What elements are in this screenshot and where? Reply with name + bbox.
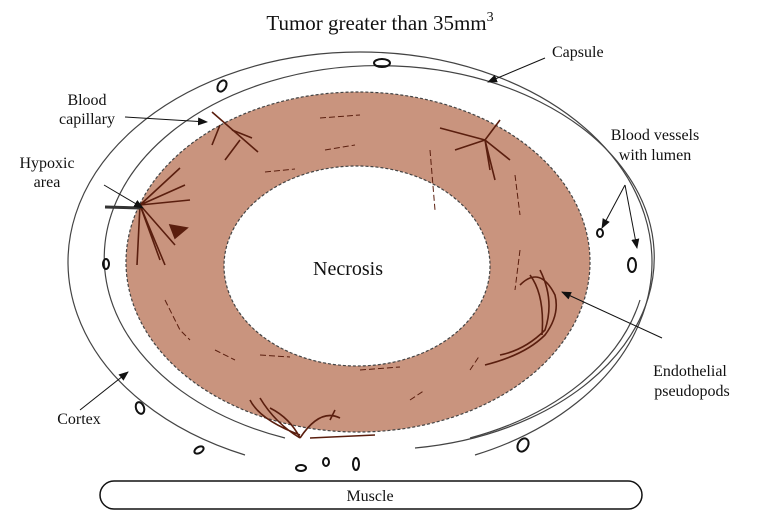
faint-capillaries [164, 114, 521, 401]
necrosis-core [223, 165, 491, 367]
endothelial-label-2: pseudopods [654, 383, 730, 400]
muscle-label: Muscle [346, 488, 393, 505]
cortex-outline [103, 65, 655, 449]
necrosis-label: Necrosis [313, 258, 383, 280]
title: Tumor greater than 35mm3 [266, 10, 493, 35]
hypoxic-area-label-1: Hypoxic [19, 155, 74, 172]
blood-vessels-label-1: Blood vessels [611, 127, 699, 144]
cortex-label: Cortex [57, 411, 101, 428]
annotation-arrows [79, 57, 663, 411]
blood-vessels-label-2: with lumen [619, 147, 691, 164]
blood-vessels-with-lumen [102, 58, 637, 472]
hypoxic-area-label-2: area [34, 174, 61, 191]
capsule-outline [67, 51, 653, 456]
capsule-label: Capsule [552, 44, 604, 61]
blood-capillary-label-1: Blood [67, 92, 106, 109]
blood-capillary-label-2: capillary [59, 111, 115, 128]
muscle-block [99, 480, 643, 510]
endothelial-label-1: Endothelial [653, 363, 727, 380]
